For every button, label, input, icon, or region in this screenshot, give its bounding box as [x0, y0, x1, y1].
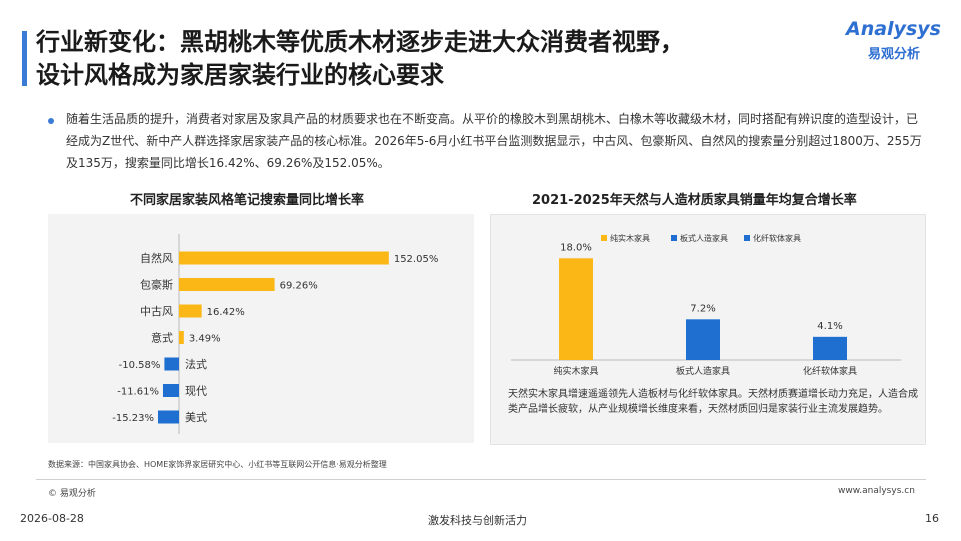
value-label: 152.05%	[394, 254, 439, 265]
bar-法式	[164, 357, 179, 371]
category-label: 板式人造家具	[676, 365, 730, 377]
footer-slogan: 激发科技与创新活力	[428, 514, 527, 527]
title-accent-bar	[22, 31, 27, 86]
brand-logo: Analysys 易观分析	[846, 18, 946, 62]
logo-subtitle: 易观分析	[868, 47, 921, 62]
value-label: 3.49%	[189, 334, 221, 345]
right-bar-chart: 纯实木家具 板式人造家具 化纤软体家具18.0%纯实木家具7.2%板式人造家具4.1…	[511, 233, 901, 377]
bar-意式	[179, 331, 184, 344]
page-number: 16	[925, 512, 939, 525]
category-label: 美式	[185, 411, 207, 424]
value-label: 4.1%	[817, 321, 842, 332]
right-chart-panel: 纯实木家具 板式人造家具 化纤软体家具 18.0% 纯实木家具 7.2% 板式人造家具 4.1…	[490, 214, 926, 445]
value-label: -11.61%	[117, 387, 159, 398]
page-title-line-1: 行业新变化：黑胡桃木等优质木材逐步走进大众消费者视野，	[36, 28, 684, 56]
legend-swatch	[671, 235, 677, 241]
category-label: 包豪斯	[140, 278, 173, 292]
copyright: © 易观分析	[48, 489, 96, 499]
left-bar-chart: 自然风 152.05% 包豪斯 69.26% 中古风 16.42% 意式 3.49% 法式 -10…	[112, 234, 439, 434]
value-label: 18.0%	[560, 242, 592, 253]
value-label: 69.26%	[280, 281, 318, 292]
bar-自然风	[179, 251, 389, 265]
bar-板式人造家具	[686, 319, 720, 360]
legend-label: 板式人造家具	[680, 233, 728, 243]
value-label: -10.58%	[119, 360, 161, 371]
bar-包豪斯	[179, 278, 275, 291]
bar-化纤软体家具	[813, 336, 847, 360]
report-date: 2026-08-28	[20, 512, 84, 525]
left-chart-panel: 自然风 152.05% 包豪斯 69.26% 中古风 16.42% 意式 3.49% 法式 -10…	[48, 214, 474, 443]
bar-现代	[162, 384, 179, 397]
bar-中古风	[179, 304, 202, 318]
category-label: 意式	[151, 331, 173, 345]
value-label: -15.23%	[112, 413, 154, 424]
category-label: 法式	[185, 357, 207, 371]
value-label: 7.2%	[690, 303, 715, 314]
bullet-icon	[48, 118, 54, 124]
footer-divider	[36, 479, 926, 480]
legend-label: 化纤软体家具	[753, 233, 801, 243]
category-label: 中古风	[140, 305, 173, 318]
left-chart-title: 不同家居家装风格笔记搜索量同比增长率	[130, 193, 365, 208]
summary-paragraph: 随着生活品质的提升，消费者对家居及家具产品的材质要求也在不断变高。从平价的橡胶木…	[66, 112, 922, 170]
data-source: 数据来源：中国家具协会、HOME家饰界家居研究中心、小红书等互联网公开信息·易观…	[48, 460, 387, 469]
legend-swatch	[601, 235, 607, 241]
right-chart-title: 2021-2025年天然与人造材质家具销量年均复合增长率	[532, 193, 857, 208]
legend-swatch	[744, 235, 750, 241]
legend-label: 纯实木家具	[610, 233, 650, 243]
page-title: 行业新变化：黑胡桃木等优质木材逐步走进大众消费者视野， 设计风格成为家居家装行业…	[36, 26, 684, 92]
category-label: 自然风	[140, 251, 173, 265]
website-link[interactable]: www.analysys.cn	[838, 486, 915, 496]
category-label: 纯实木家具	[553, 365, 598, 377]
bar-美式	[157, 410, 179, 424]
logo-wordmark: Analysys	[846, 18, 941, 40]
bar-纯实木家具	[559, 258, 593, 360]
page-title-line-2: 设计风格成为家居家装行业的核心要求	[36, 61, 444, 89]
category-label: 现代	[185, 385, 207, 398]
chart-note: 天然实木家具增速遥遥领先人造板材与化纤软体家具。天然材质赛道增长动力充足，人造合…	[508, 389, 918, 415]
value-label: 16.42%	[207, 307, 245, 318]
category-label: 化纤软体家具	[803, 365, 857, 377]
